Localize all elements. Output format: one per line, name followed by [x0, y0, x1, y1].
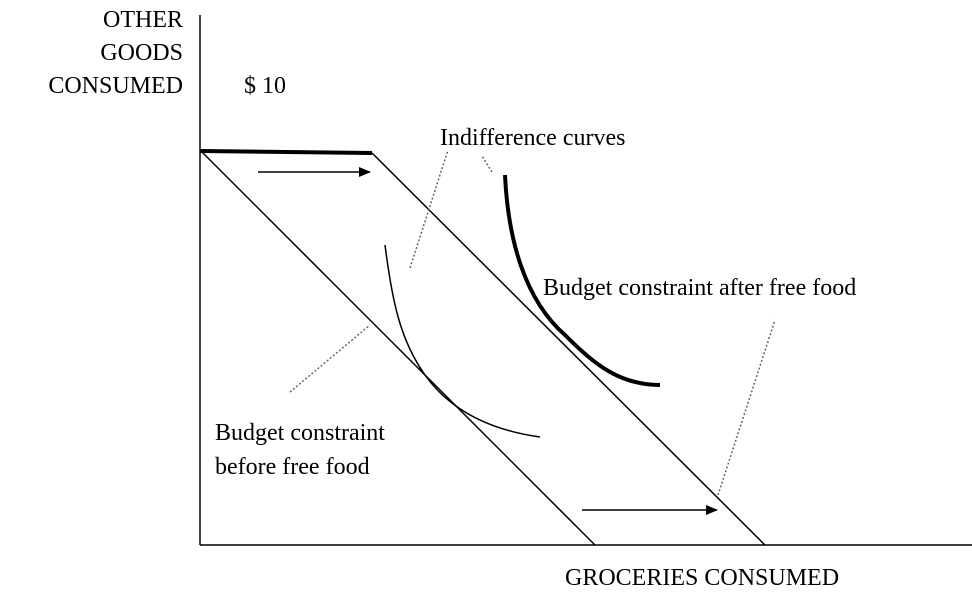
leader-line	[481, 155, 493, 173]
leader-line	[409, 149, 449, 269]
y-axis-label: GOODS	[100, 40, 183, 66]
x-axis-label: GROCERIES CONSUMED	[565, 565, 839, 589]
indifference-curve-low	[384, 244, 541, 438]
before-label: before free food	[215, 454, 370, 480]
y-axis-label: OTHER	[103, 7, 183, 33]
indifference-label: Indifference curves	[440, 125, 625, 151]
budget-after	[371, 152, 766, 546]
income-label: $ 10	[244, 73, 286, 99]
budget-after-flat	[199, 149, 373, 155]
indifference-curve-high	[503, 174, 661, 387]
leader-line	[717, 319, 776, 496]
after-label: Budget constraint after free food	[543, 275, 856, 301]
before-label: Budget constraint	[215, 420, 385, 446]
y-axis-label: CONSUMED	[48, 73, 183, 99]
leader-line	[289, 324, 371, 393]
budget-before	[199, 149, 596, 546]
